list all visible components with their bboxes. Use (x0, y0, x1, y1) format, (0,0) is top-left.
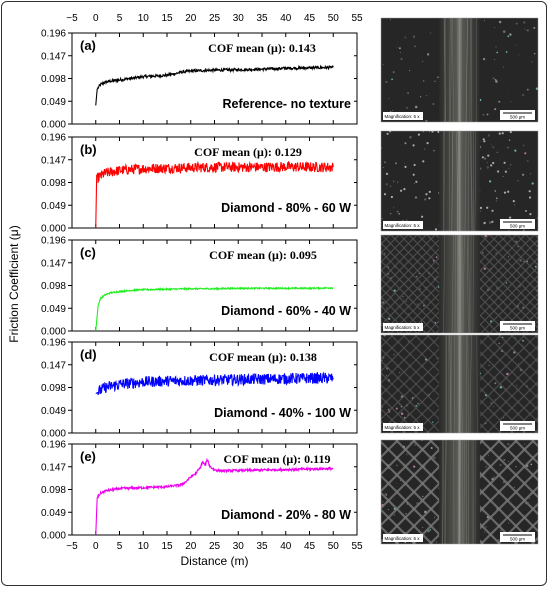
figure-frame (1, 1, 547, 586)
